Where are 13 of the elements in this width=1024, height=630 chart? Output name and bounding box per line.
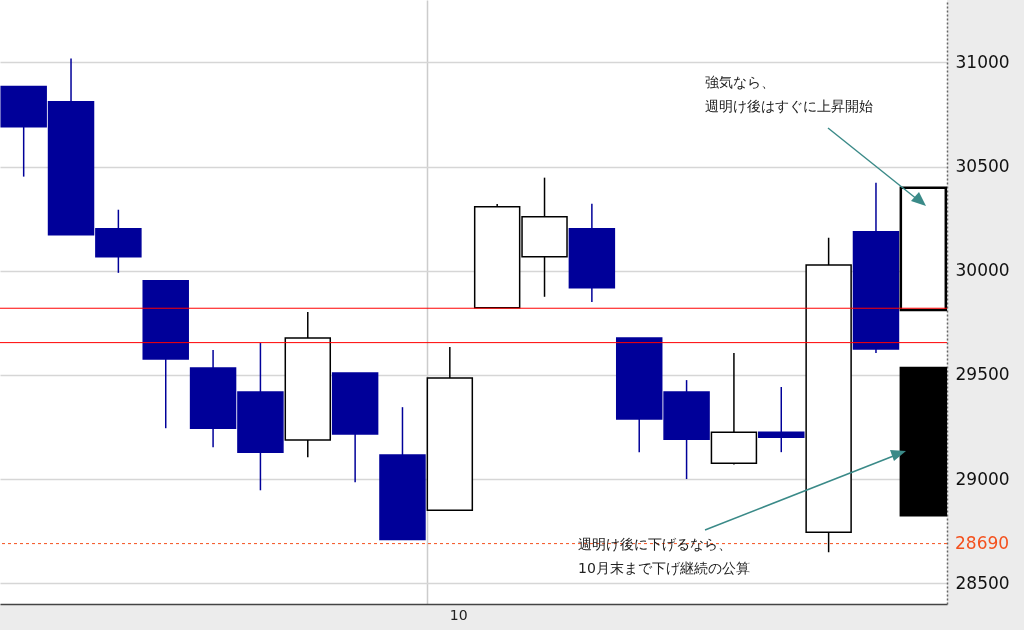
y-tick-label: 31000 (955, 51, 1010, 72)
annotation: 週明け後はすぐに上昇開始 (705, 98, 873, 114)
candlestick (758, 386, 805, 453)
y-tick-label: 29000 (955, 468, 1010, 489)
y-tick-label: 30000 (955, 260, 1010, 281)
y-tick-label: 30500 (955, 156, 1010, 177)
y-tick-label: 28500 (955, 572, 1010, 593)
annotation: 強気なら、 (705, 74, 775, 90)
y-tick-label: 29500 (955, 364, 1010, 385)
x-tick-label: 10 (449, 606, 468, 623)
annotation: 週明け後に下げるなら、 (578, 536, 732, 552)
ref-line-label: 28690 (955, 532, 1010, 553)
annotation: 10月末まで下げ継続の公算 (578, 560, 750, 576)
